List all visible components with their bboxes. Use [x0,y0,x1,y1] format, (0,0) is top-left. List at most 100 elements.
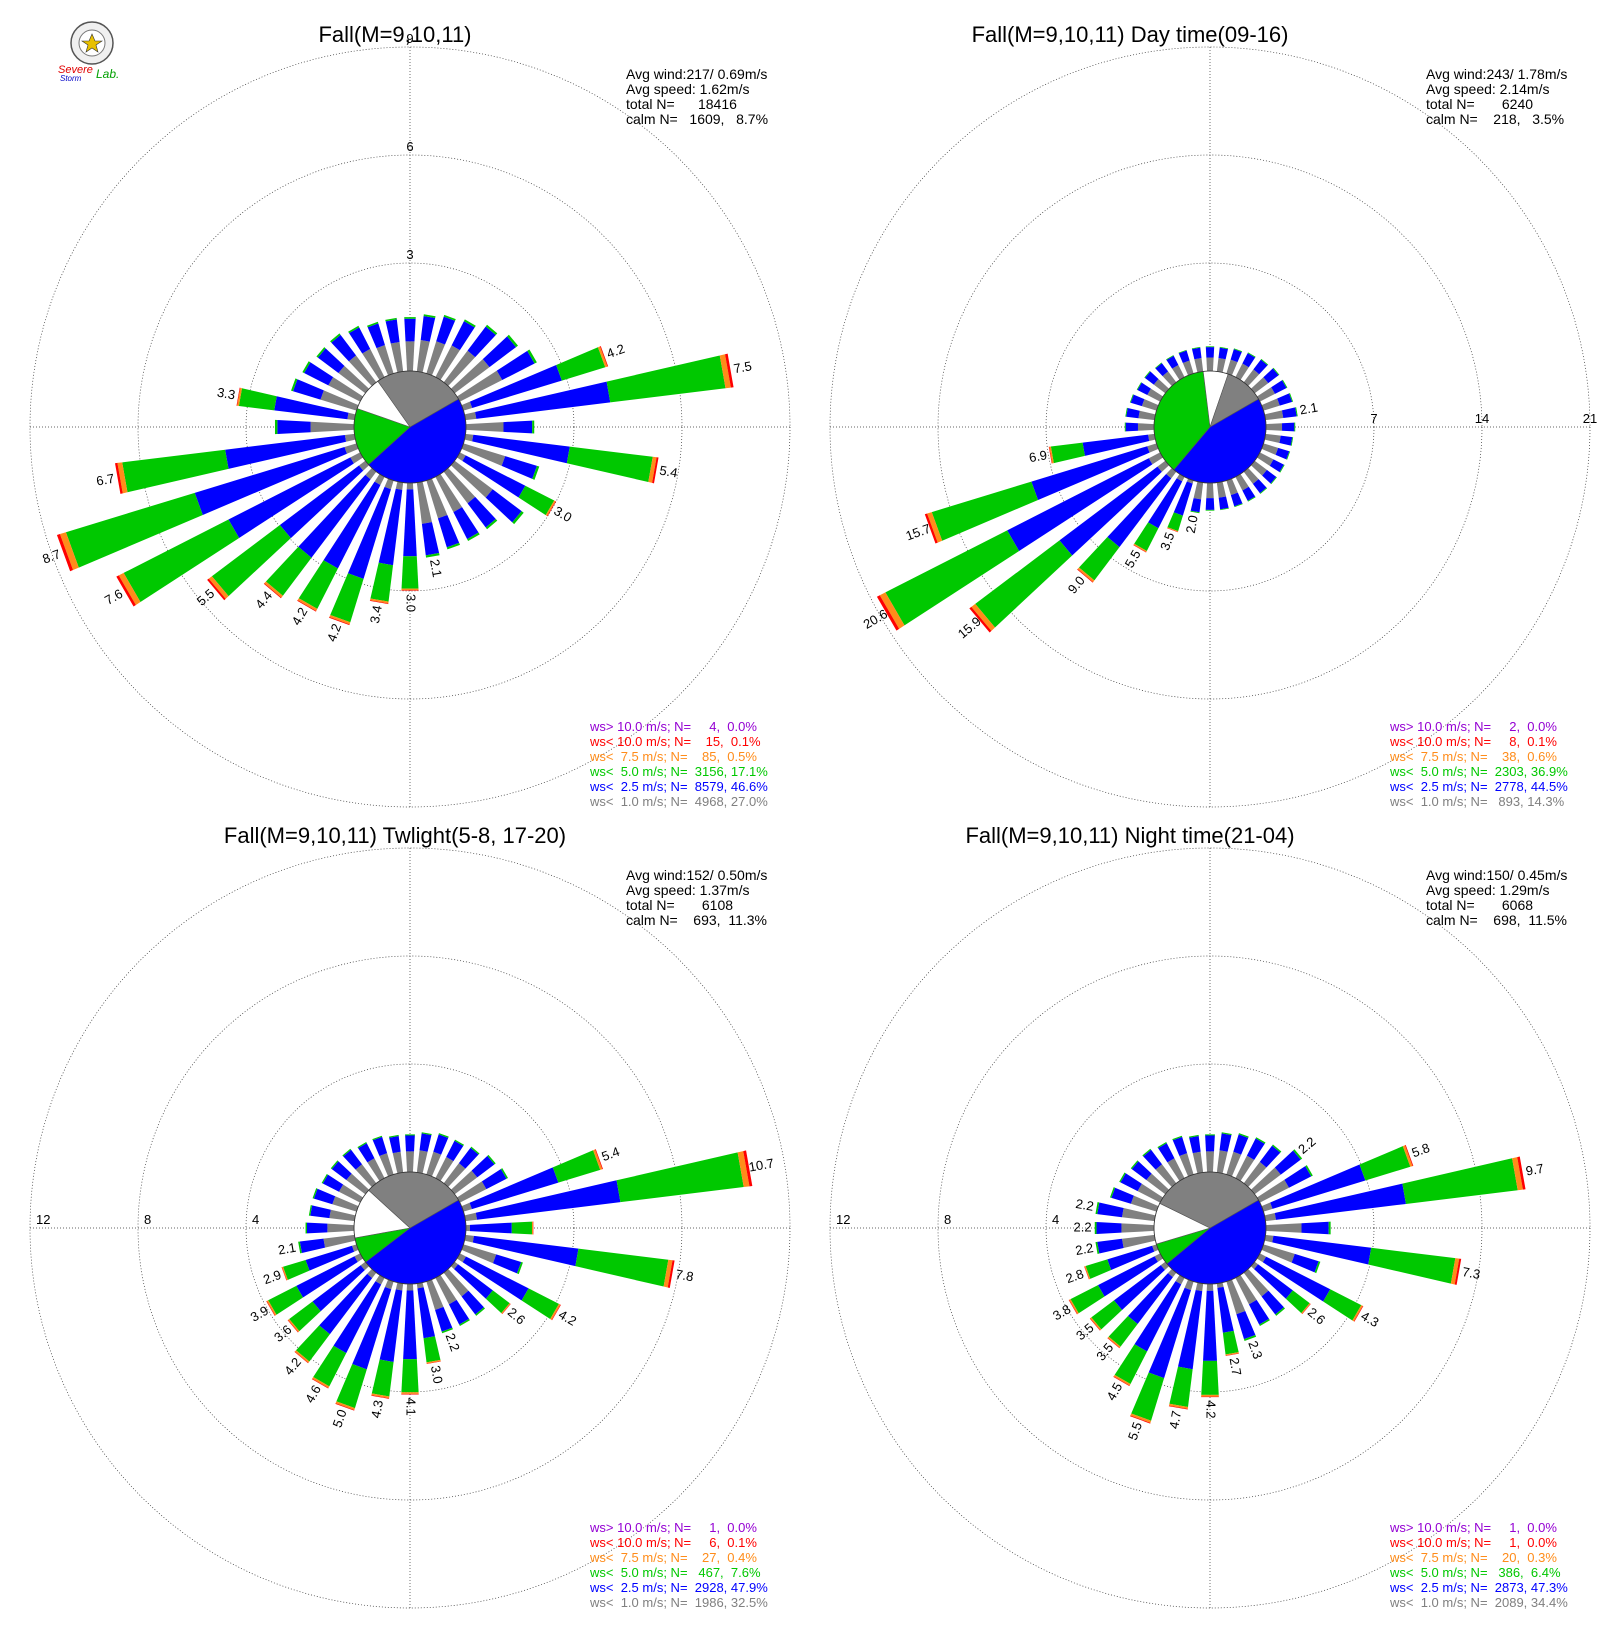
bar-segment [1147,388,1164,402]
bar-segment [1206,357,1214,372]
bar-segment [1218,496,1229,510]
bar-segment [1402,1158,1518,1204]
bar-segment [349,327,371,354]
bar-segment [320,390,359,411]
bar-segment [305,1245,355,1271]
legend-entry: ws> 10.0 m/s; N= 1, 0.0% [1389,1520,1557,1535]
bar-value-label: 3.0 [404,594,419,612]
bar-segment [566,446,653,483]
bar-segment [344,443,359,454]
bar-segment [545,500,556,517]
bar-segment [1206,1283,1214,1291]
bar-value-label: 5.5 [194,586,217,609]
bar-segment [323,1234,356,1248]
bar-segment [405,1134,415,1136]
bar-segment [317,348,345,374]
bar-segment [371,1395,390,1399]
ring-4 [1045,1063,1375,1393]
bar-segment [469,1222,512,1234]
bar-segment [384,1279,394,1290]
bar-segment [1274,1150,1301,1175]
bar-segment [1512,1157,1523,1191]
bar-segment [1142,1148,1152,1157]
bar-segment [298,474,371,558]
bar-segment [115,462,123,494]
bar-segment [294,1350,310,1363]
bar-segment [492,1254,522,1274]
bar-segment [1402,1145,1413,1167]
calm-pie-outline [353,1171,467,1285]
bar-segment [1256,452,1274,466]
bar-segment [667,1260,675,1288]
bar-segment [472,1235,579,1267]
bar-segment [319,1273,373,1335]
bar-value-label: 2.1 [427,558,445,578]
bar-segment [1216,1150,1228,1174]
bar-segment [1082,434,1150,456]
bar-segment [435,473,463,513]
bar-segment [461,1202,472,1212]
bar-segment [501,1303,511,1314]
bar-segment [521,1288,559,1320]
bar-segment [1069,1299,1079,1315]
bar-segment [1144,371,1159,385]
bar-segment [1077,567,1095,583]
stat-line: calm N= 698, 11.5% [1426,912,1567,928]
bar-segment [1250,1167,1281,1195]
stat-line: Avg wind:150/ 0.45m/s [1426,867,1567,883]
bar-segment [472,434,570,464]
bar-segment [263,583,282,599]
bar-segment [547,501,557,517]
bar-segment [401,1393,419,1395]
bar-segment [1226,478,1238,496]
bar-segment [401,588,419,591]
bar-segment [311,1378,329,1389]
bar-value-label: 4.2 [288,605,310,628]
bar-segment [1235,473,1249,491]
bar-segment [123,519,240,603]
bar-segment [330,333,341,343]
ring-label: 9 [406,31,413,46]
bar-segment [616,1152,744,1203]
bar-segment [347,486,391,579]
ring-6 [137,154,683,700]
bar-segment [507,334,518,348]
legend-entry: ws< 2.5 m/s; N= 2873, 47.3% [1389,1580,1568,1595]
ring-label: 8 [944,1212,951,1227]
bar-segment [435,345,460,381]
bar-value-label: 2.2 [1074,1240,1094,1258]
bar-segment [333,1281,382,1354]
bar-segment [1205,347,1215,358]
bar-segment [116,575,136,607]
bar-segment [316,347,326,358]
bar-value-label: 6.9 [1028,447,1048,465]
bar-value-label: 3.3 [216,385,236,403]
bar-segment [1077,569,1094,583]
bar-segment [1256,1179,1290,1203]
bar-segment [1153,378,1170,394]
bar-segment [1269,459,1284,473]
bar-segment [312,1188,318,1199]
bar-segment [404,317,416,319]
bar-segment [395,481,404,490]
bar-segment [274,396,349,420]
bar-segment [1179,1153,1194,1177]
bar-segment [379,1289,403,1362]
bar-segment [1250,1261,1259,1270]
bar-segment [1125,407,1128,417]
bar-segment [1353,1305,1364,1322]
bar-segment [1243,1334,1257,1341]
stat-line: total N= 18416 [626,96,737,112]
bar-segment [1126,408,1140,419]
bar-segment [1221,1132,1232,1136]
bar-segment [392,1151,404,1174]
bar-value-label: 8.7 [40,546,62,566]
bar-segment [1097,1202,1124,1218]
bar-segment [475,1307,486,1316]
bar-segment [1192,347,1202,360]
bar-segment [358,1143,375,1163]
legend-entry: ws< 5.0 m/s; N= 386, 6.4% [1389,1565,1561,1580]
bar-segment [1290,437,1294,446]
bar-segment [551,1304,561,1321]
bar-segment [1252,479,1267,494]
